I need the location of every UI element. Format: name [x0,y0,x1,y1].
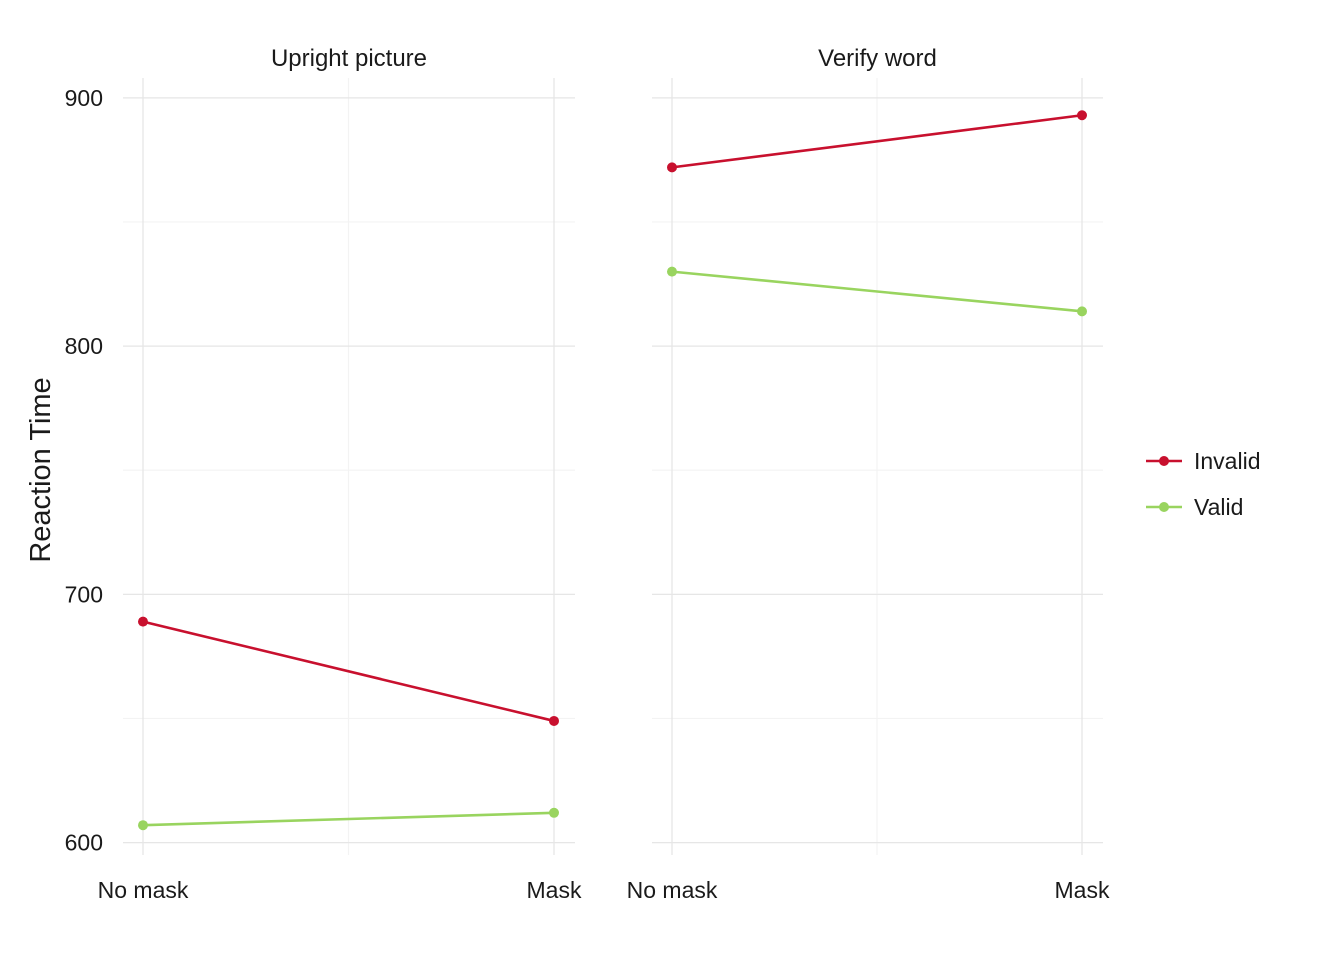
data-point-valid [1077,306,1087,317]
data-point-invalid [667,162,677,173]
series-line-invalid [671,113,1083,169]
legend-label: Valid [1194,494,1243,520]
panel-title: Upright picture [271,45,427,72]
panel-title: Verify word [818,45,937,72]
x-tick-label: No mask [98,877,189,903]
panel-2: Verify word No mask Mask [627,45,1110,903]
legend-item-invalid: Invalid [1146,448,1260,474]
y-axis-title: Reaction Time [25,377,57,562]
data-point-valid [549,807,559,818]
legend-key-point [1159,502,1169,512]
data-point-valid [138,820,148,831]
data-point-valid [667,266,677,277]
x-tick-label: Mask [1055,877,1110,903]
legend: Invalid Valid [1146,448,1260,520]
y-tick-label: 800 [65,333,103,359]
x-tick-label: Mask [527,877,582,903]
series-line-valid [142,811,555,827]
panel-1: Upright picture No mask Mask 600 700 800 900 [65,45,582,903]
x-tick-label: No mask [627,877,718,903]
chart-panels: Upright picture No mask Mask 600 700 800 900 Ve… [65,45,1110,903]
legend-key-point [1159,456,1169,466]
data-point-invalid [1077,110,1087,121]
y-tick-label: 900 [65,85,103,111]
legend-label: Invalid [1194,448,1260,474]
series-line-invalid [142,620,555,723]
data-point-invalid [138,616,148,627]
series-line-valid [671,270,1083,313]
legend-item-valid: Valid [1146,494,1243,520]
y-tick-label: 600 [65,830,103,856]
y-tick-label: 700 [65,581,103,607]
data-point-invalid [549,715,559,726]
